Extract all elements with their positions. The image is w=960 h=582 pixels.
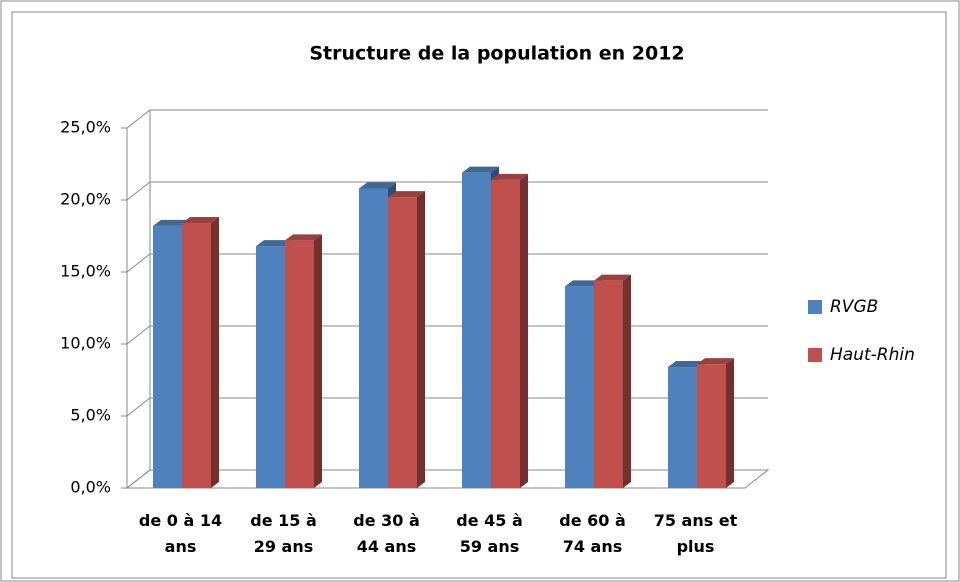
legend-swatch xyxy=(808,348,822,362)
bar-side xyxy=(314,234,322,488)
bar-front xyxy=(182,223,211,489)
bar xyxy=(594,274,631,488)
legend-swatch xyxy=(808,300,822,314)
x-tick-label-line: 59 ans xyxy=(460,537,520,556)
bar-top xyxy=(565,280,602,287)
bar-front xyxy=(594,280,623,488)
bar-top xyxy=(182,217,219,224)
bar-top xyxy=(491,173,528,180)
bar xyxy=(182,217,219,489)
y-tick-label: 20,0% xyxy=(60,190,111,209)
y-tick-label: 25,0% xyxy=(60,118,111,137)
bar-front xyxy=(359,188,388,489)
x-tick-label-line: de 60 à xyxy=(559,511,626,530)
bar-front xyxy=(462,172,491,488)
bar xyxy=(491,173,528,488)
bar-top xyxy=(697,358,734,365)
bar-front xyxy=(491,179,520,488)
bar-front xyxy=(697,364,726,488)
bar-front xyxy=(256,246,285,488)
bar-front xyxy=(565,286,594,488)
bar-top xyxy=(256,240,293,247)
y-tick-label: 15,0% xyxy=(60,262,111,281)
bar-top xyxy=(359,182,396,189)
x-tick-label-line: 75 ans et xyxy=(654,511,738,530)
x-tick-label: de 15 à 29 ans xyxy=(250,511,317,556)
bar-side xyxy=(623,274,631,488)
x-tick-label-line: plus xyxy=(677,537,715,556)
bar-front xyxy=(285,240,314,488)
bar xyxy=(388,191,425,488)
x-tick-label-line: ans xyxy=(165,537,197,556)
chart-title: Structure de la population en 2012 xyxy=(309,43,684,65)
x-tick-label: de 0 à 14 ans xyxy=(139,511,222,556)
x-tick-label-line: de 45 à xyxy=(456,511,523,530)
bar-top xyxy=(462,166,499,173)
y-tick-label: 10,0% xyxy=(60,334,111,353)
bar-top xyxy=(285,234,322,241)
y-tick-label: 0,0% xyxy=(70,478,111,497)
legend-label: Haut-Rhin xyxy=(830,345,915,365)
x-tick-label-line: 74 ans xyxy=(563,537,623,556)
x-tick-label: 75 ans et plus xyxy=(654,511,738,556)
bar-side xyxy=(726,358,734,488)
bar-top xyxy=(153,219,190,226)
x-tick-label: de 60 à 74 ans xyxy=(559,511,626,556)
bar-side xyxy=(417,191,425,488)
bar-front xyxy=(153,225,182,489)
x-tick-label: de 30 à 44 ans xyxy=(353,511,420,556)
legend-label: RVGB xyxy=(830,297,878,317)
bar-top xyxy=(668,361,705,368)
x-tick-label-line: de 30 à xyxy=(353,511,420,530)
bar xyxy=(697,358,734,488)
bar-side xyxy=(211,217,219,489)
y-tick-label: 5,0% xyxy=(70,406,111,425)
bar-side xyxy=(520,173,528,488)
x-tick-label-line: de 15 à xyxy=(250,511,317,530)
bar-front xyxy=(388,197,417,488)
bar-top xyxy=(388,191,425,198)
bar-front xyxy=(668,367,697,488)
x-tick-label-line: 29 ans xyxy=(254,537,314,556)
x-tick-label-line: 44 ans xyxy=(357,537,417,556)
bar-top xyxy=(594,274,631,281)
x-tick-label-line: de 0 à 14 xyxy=(139,511,222,530)
bar xyxy=(285,234,322,488)
x-tick-label: de 45 à 59 ans xyxy=(456,511,523,556)
